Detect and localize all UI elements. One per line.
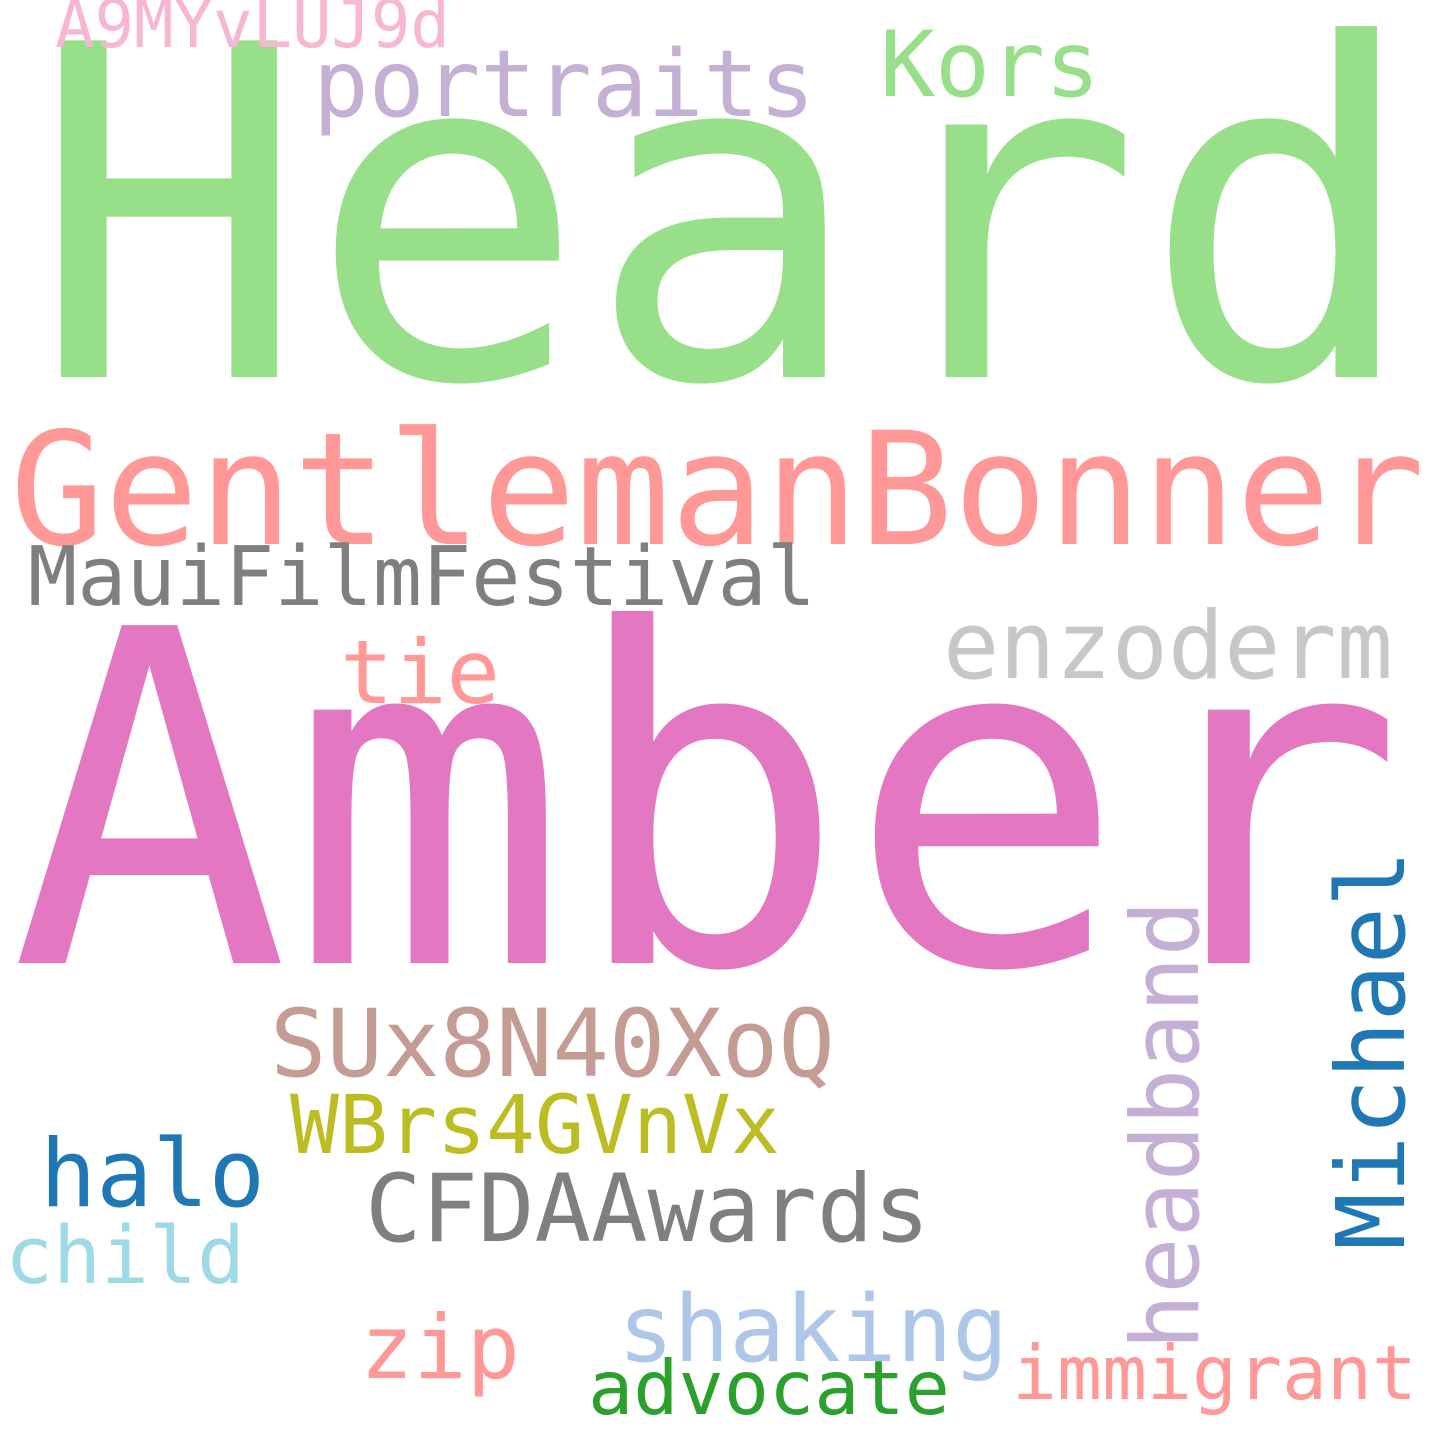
word-michael: Michael — [1317, 850, 1427, 1250]
word-cfdaawards: CFDAAwards — [365, 1155, 930, 1265]
word-halo: halo — [40, 1120, 265, 1230]
word-gentlemanbonner: GentlemanBonner — [10, 398, 1425, 581]
word-child: child — [5, 1208, 245, 1302]
word-sux8n40xoq: SUx8N40XoQ — [270, 990, 835, 1100]
word-tie: tie — [340, 621, 500, 725]
word-kors: Kors — [880, 10, 1100, 118]
word-zip: zip — [360, 1296, 520, 1400]
word-a9myvluj9d: A9MYvLUJ9d — [55, 0, 450, 64]
word-amber: Amber — [10, 533, 1405, 1073]
word-mauifilmfestival: MauiFilmFestival — [28, 530, 816, 626]
word-advocate: advocate — [588, 1344, 950, 1433]
word-portraits: portraits — [313, 30, 815, 139]
word-heard: Heard — [30, 0, 1420, 486]
word-wbrs4gvnvx: WBrs4GVnVx — [290, 1078, 780, 1174]
word-immigrant: immigrant — [1012, 1329, 1417, 1417]
word-enzoderm: enzoderm — [943, 592, 1393, 702]
word-shaking: shaking — [618, 1275, 1008, 1384]
word-headband: headband — [1112, 900, 1221, 1350]
